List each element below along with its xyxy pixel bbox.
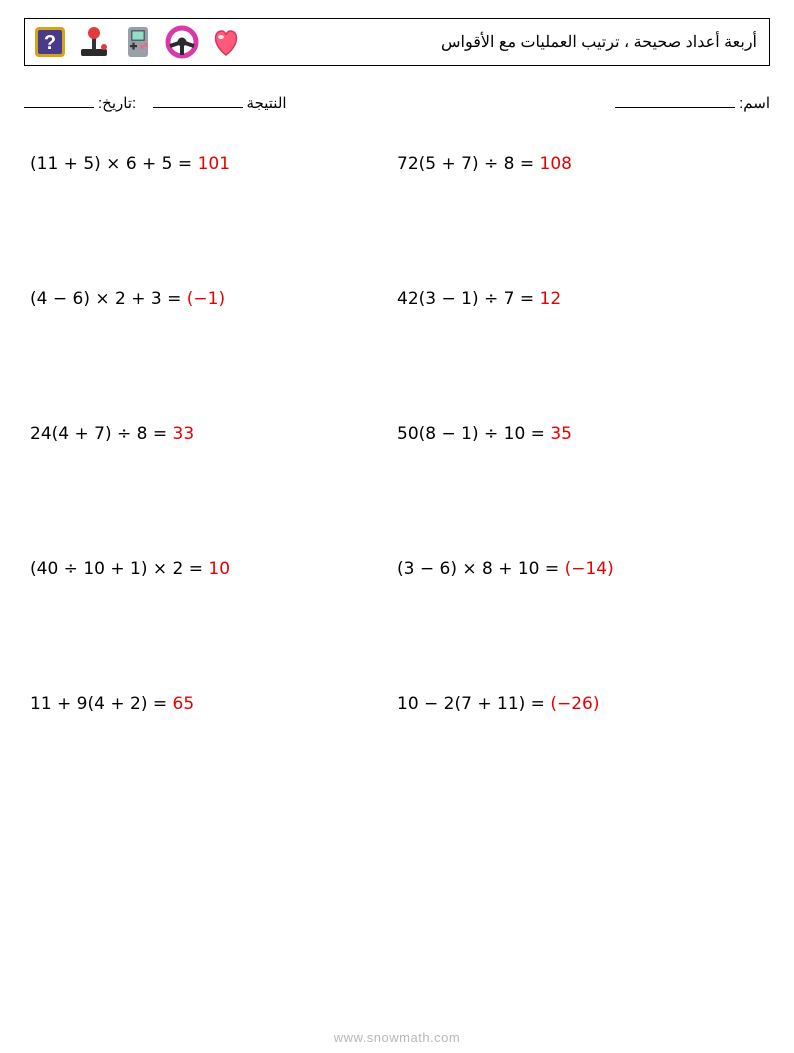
problem-row: 24(4 + 7) ÷ 8 = 3350(8 − 1) ÷ 10 = 35	[30, 424, 764, 444]
heart-icon	[209, 25, 243, 59]
problem-answer: 35	[550, 424, 572, 444]
problem-expression: (40 ÷ 10 + 1) × 2 =	[30, 559, 208, 579]
header-icons: ?	[33, 25, 243, 59]
problems-grid: (11 + 5) × 6 + 5 = 10172(5 + 7) ÷ 8 = 10…	[24, 154, 770, 714]
worksheet-title: أربعة أعداد صحيحة ، ترتيب العمليات مع ال…	[441, 32, 757, 52]
problem-expression: 72(5 + 7) ÷ 8 =	[397, 154, 540, 174]
problem-row: (11 + 5) × 6 + 5 = 10172(5 + 7) ÷ 8 = 10…	[30, 154, 764, 174]
header-box: ?	[24, 18, 770, 66]
problem-cell: (40 ÷ 10 + 1) × 2 = 10	[30, 559, 397, 579]
problem-answer: 10	[208, 559, 230, 579]
problem-row: (40 ÷ 10 + 1) × 2 = 10(3 − 6) × 8 + 10 =…	[30, 559, 764, 579]
problem-cell: 72(5 + 7) ÷ 8 = 108	[397, 154, 764, 174]
problem-expression: (11 + 5) × 6 + 5 =	[30, 154, 198, 174]
problem-cell: 11 + 9(4 + 2) = 65	[30, 694, 397, 714]
problem-cell: (11 + 5) × 6 + 5 = 101	[30, 154, 397, 174]
problem-cell: 42(3 − 1) ÷ 7 = 12	[397, 289, 764, 309]
score-blank[interactable]	[153, 94, 243, 108]
problem-answer: 12	[540, 289, 562, 309]
question-icon: ?	[33, 25, 67, 59]
problem-answer: (−1)	[187, 289, 225, 309]
problem-answer: 108	[540, 154, 572, 174]
steering-wheel-icon	[165, 25, 199, 59]
gameboy-icon	[121, 25, 155, 59]
problem-expression: 11 + 9(4 + 2) =	[30, 694, 173, 714]
problem-row: (4 − 6) × 2 + 3 = (−1)42(3 − 1) ÷ 7 = 12	[30, 289, 764, 309]
problem-answer: 65	[173, 694, 195, 714]
problem-cell: (4 − 6) × 2 + 3 = (−1)	[30, 289, 397, 309]
meta-date-score: النتيجة :تاريخ:	[24, 94, 287, 112]
problem-expression: (4 − 6) × 2 + 3 =	[30, 289, 187, 309]
name-blank[interactable]	[615, 94, 735, 108]
footer-watermark: www.snowmath.com	[0, 1030, 794, 1045]
problem-answer: 33	[173, 424, 195, 444]
problem-cell: (3 − 6) × 8 + 10 = (−14)	[397, 559, 764, 579]
problem-cell: 10 − 2(7 + 11) = (−26)	[397, 694, 764, 714]
problem-answer: 101	[198, 154, 230, 174]
problem-row: 11 + 9(4 + 2) = 6510 − 2(7 + 11) = (−26)	[30, 694, 764, 714]
score-label: النتيجة	[247, 94, 287, 112]
problem-answer: (−26)	[550, 694, 599, 714]
meta-name: اسم:	[615, 94, 770, 112]
problem-expression: 24(4 + 7) ÷ 8 =	[30, 424, 173, 444]
name-label: اسم:	[739, 94, 770, 112]
meta-row: اسم: النتيجة :تاريخ:	[24, 94, 770, 112]
problem-answer: (−14)	[565, 559, 614, 579]
joystick-icon	[77, 25, 111, 59]
problem-expression: 10 − 2(7 + 11) =	[397, 694, 550, 714]
problem-expression: 42(3 − 1) ÷ 7 =	[397, 289, 540, 309]
problem-cell: 24(4 + 7) ÷ 8 = 33	[30, 424, 397, 444]
problem-expression: (3 − 6) × 8 + 10 =	[397, 559, 565, 579]
date-label: :تاريخ:	[98, 94, 136, 112]
problem-expression: 50(8 − 1) ÷ 10 =	[397, 424, 550, 444]
problem-cell: 50(8 − 1) ÷ 10 = 35	[397, 424, 764, 444]
date-blank[interactable]	[24, 94, 94, 108]
svg-text:?: ?	[44, 32, 56, 54]
